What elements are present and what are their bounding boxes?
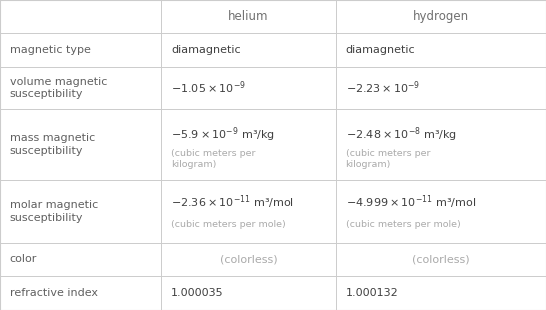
- Text: molar magnetic
susceptibility: molar magnetic susceptibility: [10, 200, 98, 223]
- Text: helium: helium: [228, 10, 269, 23]
- Text: volume magnetic
susceptibility: volume magnetic susceptibility: [10, 77, 107, 100]
- Text: 1.000035: 1.000035: [171, 288, 223, 298]
- Text: $-1.05\times10^{-9}$: $-1.05\times10^{-9}$: [171, 80, 246, 96]
- Text: $-2.23\times10^{-9}$: $-2.23\times10^{-9}$: [346, 80, 420, 96]
- Text: (cubic meters per mole): (cubic meters per mole): [346, 219, 460, 228]
- Text: diamagnetic: diamagnetic: [346, 45, 416, 55]
- Text: $-2.48\times10^{-8}$ m³/kg: $-2.48\times10^{-8}$ m³/kg: [346, 125, 456, 144]
- Text: (cubic meters per
kilogram): (cubic meters per kilogram): [346, 148, 430, 169]
- Text: diamagnetic: diamagnetic: [171, 45, 241, 55]
- Text: (cubic meters per mole): (cubic meters per mole): [171, 219, 286, 228]
- Text: mass magnetic
susceptibility: mass magnetic susceptibility: [10, 133, 95, 156]
- Text: 1.000132: 1.000132: [346, 288, 399, 298]
- Text: (colorless): (colorless): [219, 254, 277, 264]
- Text: color: color: [10, 254, 37, 264]
- Text: magnetic type: magnetic type: [10, 45, 91, 55]
- Text: $-4.999\times10^{-11}$ m³/mol: $-4.999\times10^{-11}$ m³/mol: [346, 194, 476, 211]
- Text: (cubic meters per
kilogram): (cubic meters per kilogram): [171, 148, 256, 169]
- Text: $-2.36\times10^{-11}$ m³/mol: $-2.36\times10^{-11}$ m³/mol: [171, 194, 294, 211]
- Text: $-5.9\times10^{-9}$ m³/kg: $-5.9\times10^{-9}$ m³/kg: [171, 125, 275, 144]
- Text: refractive index: refractive index: [10, 288, 98, 298]
- Text: hydrogen: hydrogen: [413, 10, 469, 23]
- Text: (colorless): (colorless): [412, 254, 470, 264]
